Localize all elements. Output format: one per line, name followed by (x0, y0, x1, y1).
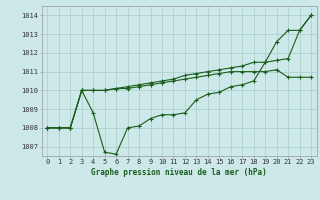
X-axis label: Graphe pression niveau de la mer (hPa): Graphe pression niveau de la mer (hPa) (91, 168, 267, 177)
